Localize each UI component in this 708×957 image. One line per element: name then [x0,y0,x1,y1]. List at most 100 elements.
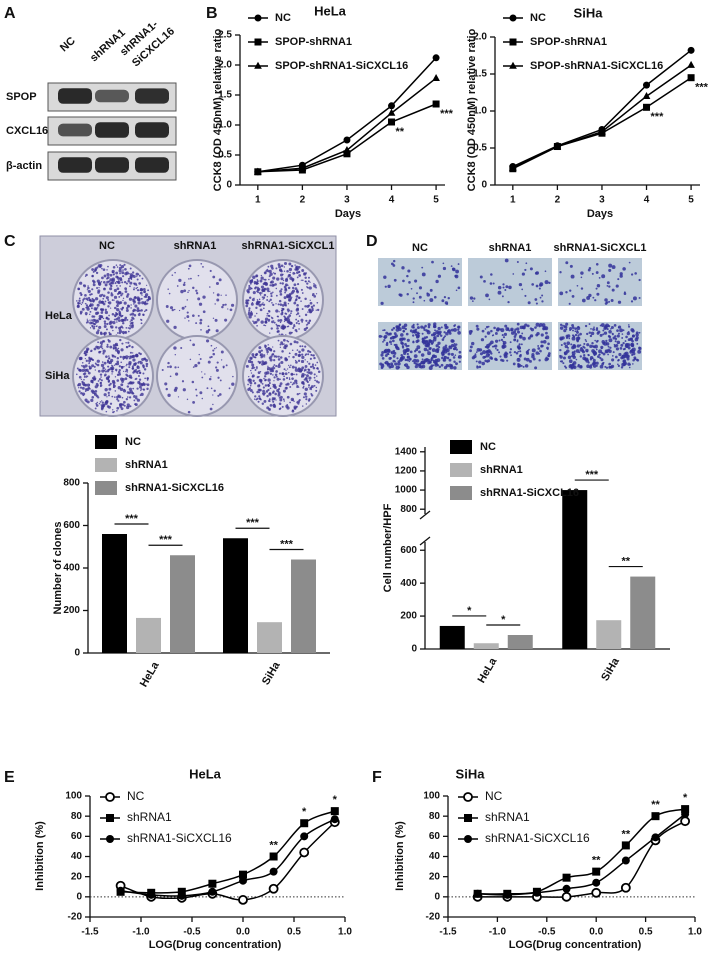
cell [623,291,626,294]
cell [435,330,440,335]
colony [103,393,107,397]
colony [212,403,214,406]
cell [596,339,599,342]
colony [117,301,121,305]
cell [627,346,631,350]
colony [297,265,301,269]
colony [119,272,121,275]
colony [121,319,125,322]
y-tick-label: 1400 [395,446,418,457]
colony [131,345,134,349]
cell [519,325,524,330]
colony [264,282,268,286]
colony [199,321,203,325]
cell [418,332,421,335]
colony [285,369,287,371]
colony [267,314,270,317]
colony [107,298,110,301]
annotation: * [333,794,338,806]
cell [440,363,444,367]
colony [96,319,100,323]
cell [425,336,429,339]
cell [453,344,456,348]
colony [125,306,129,310]
colony [294,352,298,356]
colony [136,307,140,310]
colony [108,314,110,317]
colony [116,275,119,278]
marker [681,805,690,814]
blot-band [95,122,129,138]
cell [526,324,530,328]
colony [85,321,88,324]
cell [605,366,609,369]
colony [262,296,266,299]
colony [207,360,211,364]
colony [251,374,255,378]
colony [301,353,304,356]
bar [102,534,127,653]
colony [268,356,272,360]
colony [317,370,321,374]
colony [118,290,122,295]
colony [279,269,282,272]
cell [620,366,624,369]
legend-marker [464,835,472,843]
colony [304,387,308,391]
y-tick-label: 1.0 [473,106,487,117]
colony [109,402,113,405]
colony [104,368,107,370]
x-tick-label: -0.5 [538,927,556,938]
colony [95,311,99,316]
colony [113,295,118,299]
colony [300,300,302,302]
cell [576,326,581,331]
cell [433,336,436,339]
colony [287,286,291,290]
cell [505,327,510,332]
colony [266,350,269,354]
bar [439,625,465,649]
cell [504,258,509,263]
colony [116,304,119,308]
colony [199,357,202,360]
colony [117,399,120,402]
colony [100,379,103,382]
cell [500,358,503,362]
colony [117,347,120,350]
colony [143,383,146,386]
colony [101,400,103,402]
colony [94,369,97,371]
colony [86,289,89,291]
cell [522,325,526,330]
colony [215,368,219,372]
cell [487,325,490,328]
cell [560,343,563,347]
colony [256,286,259,289]
cell [512,273,515,275]
colony [140,322,143,325]
cell [614,340,617,343]
colony [313,284,317,288]
colony [88,362,90,364]
column-label: shRNA1-SiCXCL1 [554,242,647,254]
colony [316,301,319,304]
colony [272,365,275,368]
cell [404,358,408,362]
colony [103,320,107,323]
colony [286,316,290,320]
cell [421,364,426,369]
colony [287,310,290,313]
marker [300,832,309,841]
colony [76,304,80,309]
cell [388,332,392,336]
colony [272,384,276,388]
cell [487,349,491,353]
cell [490,340,494,345]
colony [128,355,130,358]
colony [122,297,125,300]
cell [602,342,605,345]
cell [560,360,564,363]
cell [442,353,445,356]
cell [474,353,477,356]
